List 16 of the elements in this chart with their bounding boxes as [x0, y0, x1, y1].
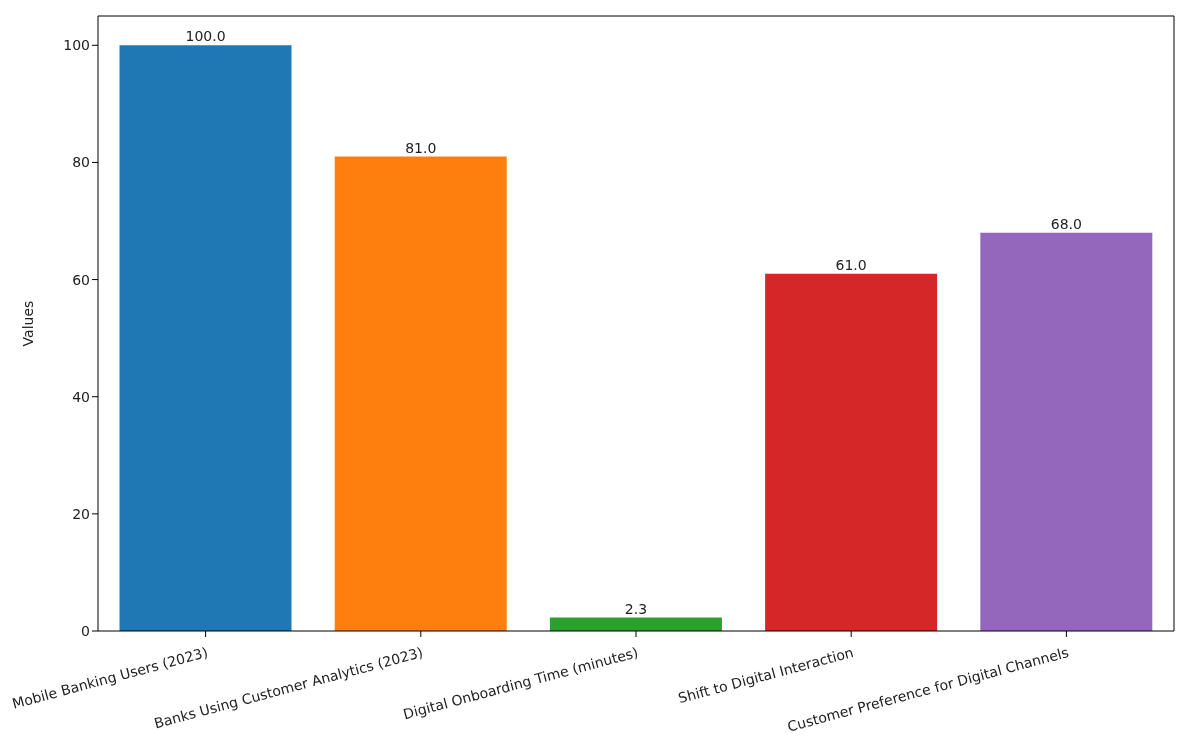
bar — [334, 156, 507, 631]
y-tick-label: 100 — [63, 37, 90, 54]
bar — [119, 45, 292, 631]
y-tick-label: 20 — [72, 505, 90, 522]
y-tick-label: 80 — [72, 154, 90, 171]
data-label: 100.0 — [185, 28, 226, 45]
data-label: 81.0 — [405, 139, 437, 156]
bar — [765, 273, 938, 631]
data-label: 68.0 — [1050, 215, 1082, 232]
data-label: 2.3 — [624, 600, 648, 617]
y-axis-title: Values — [19, 300, 36, 347]
y-tick-label: 0 — [81, 622, 90, 639]
bar — [980, 232, 1153, 631]
data-label: 61.0 — [835, 256, 867, 273]
y-tick-label: 60 — [72, 271, 90, 288]
y-tick-label: 40 — [72, 388, 90, 405]
